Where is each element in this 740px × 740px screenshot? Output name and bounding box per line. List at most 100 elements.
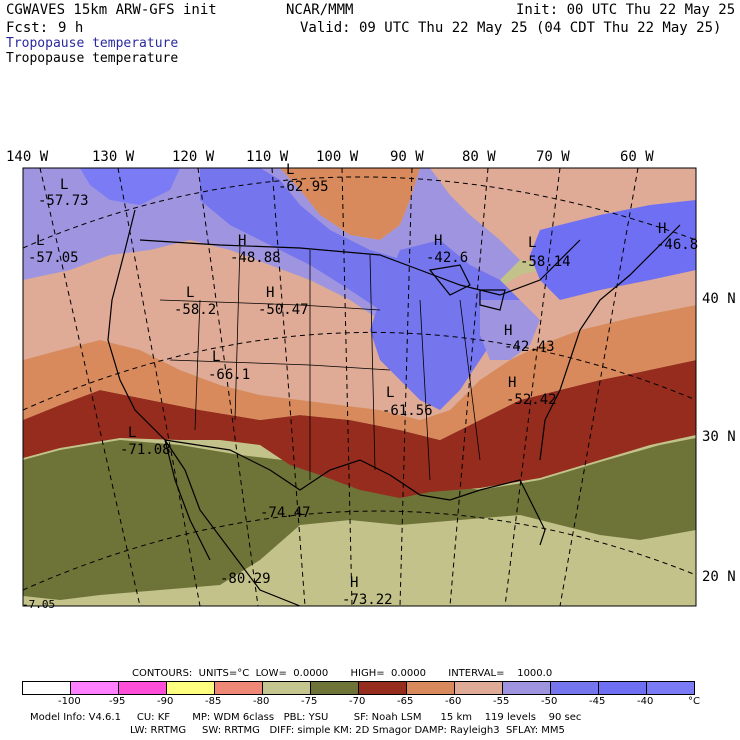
colorbar-swatch (406, 681, 455, 695)
colorbar-swatch (310, 681, 359, 695)
extremum-value: -52.42 (506, 392, 557, 408)
physics-info: LW: RRTMG SW: RRTMG DIFF: simple KM: 2D … (130, 725, 565, 736)
extremum-value: -42.43 (504, 339, 555, 355)
colorbar-tick-label: -55 (493, 696, 510, 707)
colorbar-tick-label: -40 (637, 696, 654, 707)
colorbar-swatch (22, 681, 71, 695)
lon-label-70w: 70 W (536, 149, 570, 165)
extremum-kind: H (434, 233, 443, 249)
model-info: Model Info: V4.6.1 CU: KF MP: WDM 6class… (30, 712, 582, 723)
extremum-value: -57.73 (38, 193, 89, 209)
boundaries (107, 209, 681, 606)
extremum-value: -42.6 (426, 250, 469, 266)
extremum-value: -58.2 (174, 302, 217, 318)
us-west-coast (107, 209, 186, 471)
init-time: Init: 00 UTC Thu 22 May 25 (516, 2, 736, 18)
colorbar-tick-label: -60 (445, 696, 462, 707)
colorbar-swatch (262, 681, 311, 695)
lon-label-80w: 80 W (462, 149, 496, 165)
east-coast (539, 224, 681, 461)
extremum-value: -50.47 (258, 302, 309, 318)
model-title: CGWAVES 15km ARW-GFS init (6, 2, 217, 18)
colorbar-swatch (646, 681, 695, 695)
extremum-value: -46.8 (656, 237, 699, 253)
contours-info: CONTOURS: UNITS=°C LOW= 0.0000 HIGH= 0.0… (132, 668, 553, 679)
extremum-value: -71.08 (120, 442, 171, 458)
field-title-1: Tropopause temperature (6, 36, 179, 51)
us-mexico-border (164, 439, 391, 491)
extremum-kind: H (658, 221, 667, 237)
lat-label-40n: 40 N (702, 291, 736, 307)
extremum-kind: L (286, 162, 295, 178)
extremum-value: -57.05 (28, 250, 79, 266)
extremum-value: -58.14 (520, 254, 571, 270)
fcst-value: 9 h (58, 20, 84, 36)
baja (164, 439, 211, 561)
band-m70-m65 (23, 360, 696, 498)
colorbar-tick-label: °C (688, 696, 700, 707)
lon-label-100w: 100 W (316, 149, 359, 165)
lon-label-140w: 140 W (6, 149, 49, 165)
extremum-value: -74.47 (260, 505, 311, 521)
colorbar-tick-label: -65 (397, 696, 414, 707)
colorbar-tick-label: -95 (109, 696, 126, 707)
great-lakes (428, 264, 506, 311)
extremum-value: -73.22 (342, 592, 393, 608)
valid-time: Valid: 09 UTC Thu 22 May 25 (04 CDT Thu … (300, 20, 722, 36)
lon-label-120w: 120 W (172, 149, 215, 165)
lon-label-60w: 60 W (620, 149, 654, 165)
lat-label-20n: 20 N (702, 569, 736, 585)
fcst-label: Fcst: (6, 20, 49, 36)
colorbar-tick-label: -85 (205, 696, 222, 707)
colorbar-swatch (358, 681, 407, 695)
colorbar-tick-label: -75 (301, 696, 318, 707)
source-label: NCAR/MMM (286, 2, 354, 18)
extremum-kind: L (386, 385, 395, 401)
map-frame (22, 167, 697, 607)
extremum-kind: H (508, 375, 517, 391)
colorbar-tick-label: -70 (349, 696, 366, 707)
colorbar-tick-label: -100 (58, 696, 81, 707)
band-m65-m60 (23, 305, 696, 440)
extremum-kind: H (350, 575, 359, 591)
band-gt-m40 (80, 168, 180, 205)
lon-label-130w: 130 W (92, 149, 135, 165)
colorbar-tick-label: -90 (157, 696, 174, 707)
extremum-value: -80.29 (220, 571, 271, 587)
colorbar-swatch (70, 681, 119, 695)
band-m45-m40 (530, 200, 696, 300)
band-m50-m45-c (480, 300, 540, 360)
extremum-value: -7.05 (22, 598, 56, 611)
lat-label-30n: 30 N (702, 429, 736, 445)
graticule (23, 168, 696, 606)
band-north-orange (280, 168, 420, 240)
colorbar-tick-label: -45 (589, 696, 606, 707)
field-title-2: Tropopause temperature (6, 51, 179, 66)
band-m50-m45-a (200, 168, 430, 320)
extremum-value: -61.56 (382, 403, 433, 419)
colorbar-swatch (214, 681, 263, 695)
gulf-coast (389, 474, 546, 546)
colorbar-swatch (502, 681, 551, 695)
state-lines (159, 244, 481, 481)
colorbar-swatch (550, 681, 599, 695)
extremum-kind: L (60, 177, 69, 193)
extremum-kind: H (504, 323, 513, 339)
colorbar-swatch (598, 681, 647, 695)
colorbar-tick-label: -50 (541, 696, 558, 707)
mexico-coast (184, 469, 301, 606)
extremum-value: -62.95 (278, 179, 329, 195)
extremum-kind: L (212, 349, 221, 365)
lon-label-90w: 90 W (390, 149, 424, 165)
extremum-value: -66.1 (208, 367, 251, 383)
colorbar-swatch (118, 681, 167, 695)
colorbar-swatch (166, 681, 215, 695)
us-canada-border (139, 239, 581, 296)
extremum-kind: L (186, 285, 195, 301)
lon-label-110w: 110 W (246, 149, 289, 165)
band-m50-m45-b (370, 240, 520, 410)
extremum-value: -48.88 (230, 250, 281, 266)
extremum-kind: H (266, 285, 275, 301)
extremum-kind: L (36, 233, 45, 249)
